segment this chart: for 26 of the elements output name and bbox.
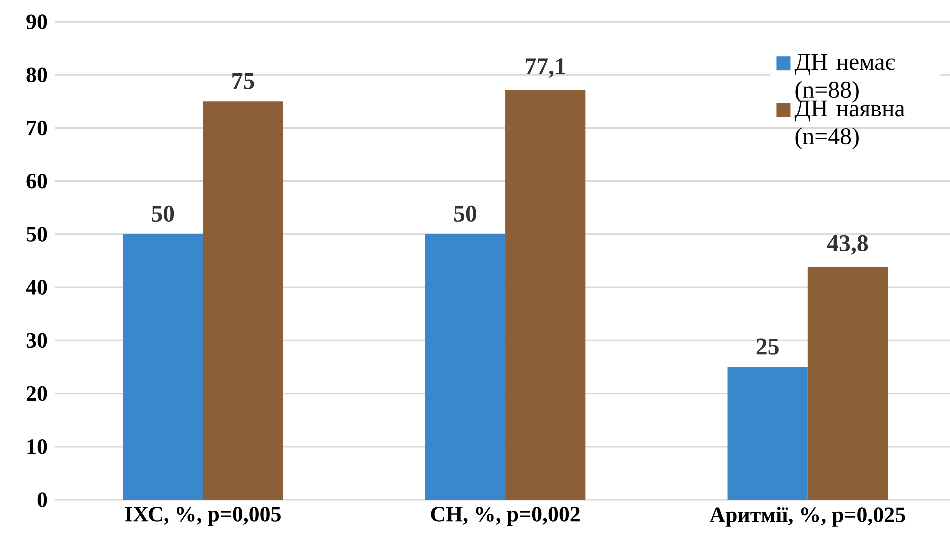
y-tick-label: 60 bbox=[26, 174, 48, 189]
data-label: 25 bbox=[756, 338, 779, 355]
data-label: 75 bbox=[232, 73, 254, 90]
y-tick-label: 50 bbox=[26, 227, 48, 242]
y-tick-label: 20 bbox=[26, 386, 48, 402]
y-tick-label: 80 bbox=[26, 68, 48, 83]
data-label: 50 bbox=[152, 206, 174, 222]
y-tick-label: 0 bbox=[38, 492, 48, 508]
bar bbox=[203, 102, 284, 500]
bar bbox=[123, 234, 204, 500]
x-tick-label: Аритмії, %, p=0,025 bbox=[710, 507, 906, 527]
y-tick-label: 70 bbox=[27, 120, 48, 136]
data-label: 50 bbox=[454, 206, 477, 222]
bar bbox=[808, 267, 888, 500]
data-label: 77,1 bbox=[526, 58, 566, 78]
y-tick-label: 90 bbox=[26, 14, 48, 30]
legend-label: ДН немає (n=88) bbox=[794, 54, 896, 103]
x-tick-label: СН, %, p=0,002 bbox=[431, 507, 580, 526]
x-tick-label: ІХС, %, p=0,005 bbox=[125, 507, 281, 526]
y-tick-label: 10 bbox=[28, 440, 48, 454]
bar bbox=[425, 234, 506, 500]
data-label: 43,8 bbox=[827, 235, 868, 255]
bar bbox=[506, 90, 586, 500]
y-tick-label: 40 bbox=[26, 280, 48, 295]
y-tick-label: 30 bbox=[26, 333, 48, 348]
bar bbox=[728, 367, 808, 500]
